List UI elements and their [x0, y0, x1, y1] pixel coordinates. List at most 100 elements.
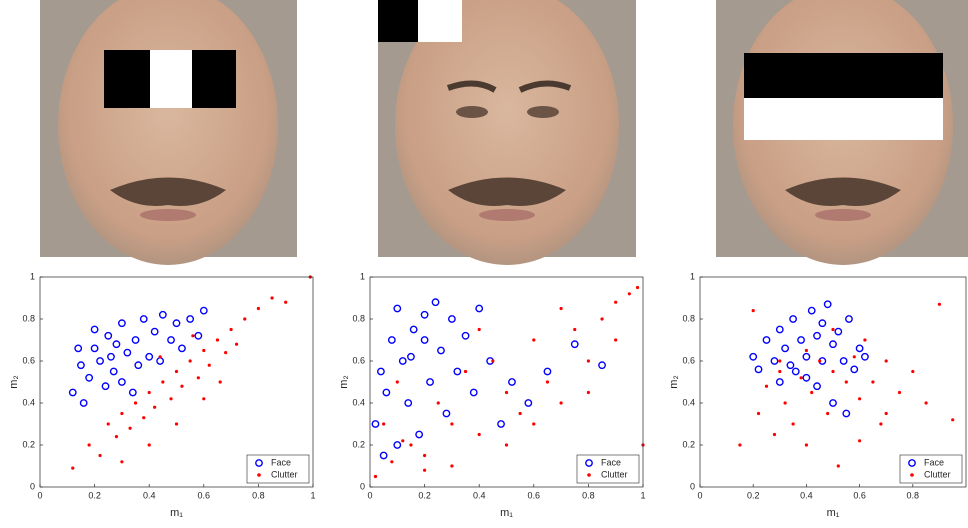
face-point — [107, 352, 115, 361]
clutter-point — [477, 327, 481, 332]
face-point — [74, 344, 83, 353]
face-point — [834, 327, 843, 336]
clutter-point — [202, 397, 206, 401]
face-point — [393, 304, 402, 313]
clutter-point — [799, 376, 803, 380]
clutter-point — [382, 422, 386, 426]
face-point — [802, 352, 811, 361]
clutter-point — [852, 355, 856, 359]
face-point — [842, 409, 851, 418]
face-point — [85, 373, 94, 382]
legend-marker — [585, 459, 593, 467]
x-tick-label: 0.4 — [800, 490, 813, 500]
scatter-plot: 0 0.2 0.4 0.6 0.8 1 0 0.2 0.4 0.6 0.8 1 m₁ m₂ Face Clut… — [338, 271, 646, 519]
face-point — [118, 378, 126, 386]
y-tick-label: 0.4 — [682, 397, 695, 407]
x-tick-label: 1 — [640, 490, 645, 500]
face-point — [172, 319, 181, 328]
x-tick-label: 0.8 — [582, 490, 595, 500]
clutter-point — [142, 416, 146, 420]
face-point — [813, 382, 821, 391]
clutter-point — [114, 435, 119, 439]
face-point — [404, 399, 413, 407]
y-tick-label: 0.8 — [682, 313, 695, 323]
clutter-point — [401, 439, 405, 443]
y-tick-label: 0.8 — [22, 313, 35, 323]
face-point — [104, 331, 113, 340]
y-tick-label: 1 — [690, 271, 695, 281]
x-axis-label: m₁ — [170, 507, 183, 519]
clutter-point — [844, 380, 848, 384]
clutter-point — [783, 401, 787, 405]
clutter-point — [284, 300, 288, 304]
scatter-plot: 0 0.2 0.4 0.6 0.8 1 0 0.2 0.4 0.6 0.8 1 m₁ m₂ Face Clut… — [8, 271, 316, 519]
face-point — [762, 336, 771, 344]
clutter-point — [71, 466, 75, 470]
clutter-point — [627, 292, 631, 296]
clutter-point — [937, 302, 942, 306]
clutter-point — [120, 460, 124, 464]
y-tick-label: 0.2 — [682, 439, 695, 449]
face-point — [387, 336, 396, 344]
face-point — [442, 409, 451, 418]
clutter-point — [778, 359, 782, 363]
face-point — [186, 315, 195, 323]
face-point — [123, 348, 132, 357]
face-point — [524, 399, 533, 407]
clutter-point — [884, 411, 888, 416]
y-tick-label: 0.4 — [22, 397, 35, 407]
clutter-point — [911, 369, 915, 374]
face-point — [570, 340, 579, 349]
y-tick-label: 0.8 — [352, 313, 365, 323]
legend-label: Clutter — [924, 469, 951, 479]
clutter-point — [791, 422, 795, 426]
face-point — [855, 344, 864, 353]
face-point — [775, 378, 784, 386]
face-point — [409, 325, 418, 334]
face-point — [68, 388, 77, 397]
face-point — [379, 451, 388, 460]
y-tick-label: 0.6 — [22, 355, 35, 365]
legend-label: Face — [924, 457, 944, 467]
clutter-point — [504, 390, 509, 395]
clutter-point — [586, 390, 591, 395]
clutter-point — [924, 401, 928, 405]
face-point — [818, 319, 827, 328]
x-tick-label: 0.6 — [853, 490, 866, 500]
clutter-point — [826, 411, 830, 416]
clutter-point — [477, 432, 481, 437]
clutter-point — [196, 376, 200, 380]
clutter-point — [863, 338, 867, 342]
y-tick-label: 0.4 — [352, 397, 365, 407]
clutter-point — [836, 464, 840, 468]
face-point — [823, 300, 832, 309]
y-tick-label: 0 — [30, 481, 35, 491]
clutter-point — [202, 348, 206, 353]
clutter-point — [191, 334, 195, 338]
clutter-point — [207, 363, 211, 367]
clutter-point — [174, 422, 179, 426]
clutter-point — [218, 380, 222, 384]
clutter-point — [243, 317, 247, 321]
face-point — [199, 306, 208, 315]
face-point — [178, 344, 186, 353]
face-point — [118, 319, 126, 328]
clutter-point — [772, 432, 777, 437]
face-point — [158, 310, 167, 319]
face-point — [393, 441, 402, 449]
clutter-point — [106, 422, 110, 426]
clutter-point — [390, 460, 394, 464]
clutter-point — [831, 369, 835, 374]
x-tick-label: 0.2 — [88, 490, 101, 500]
x-tick-label: 0 — [37, 490, 42, 500]
clutter-point — [229, 327, 233, 332]
y-axis-label: m₂ — [338, 375, 350, 388]
clutter-point — [161, 380, 165, 384]
face-point — [469, 388, 478, 397]
y-tick-label: 0.2 — [352, 439, 365, 449]
face-point — [829, 340, 837, 349]
face-point — [134, 361, 143, 370]
clutter-point — [897, 390, 902, 395]
